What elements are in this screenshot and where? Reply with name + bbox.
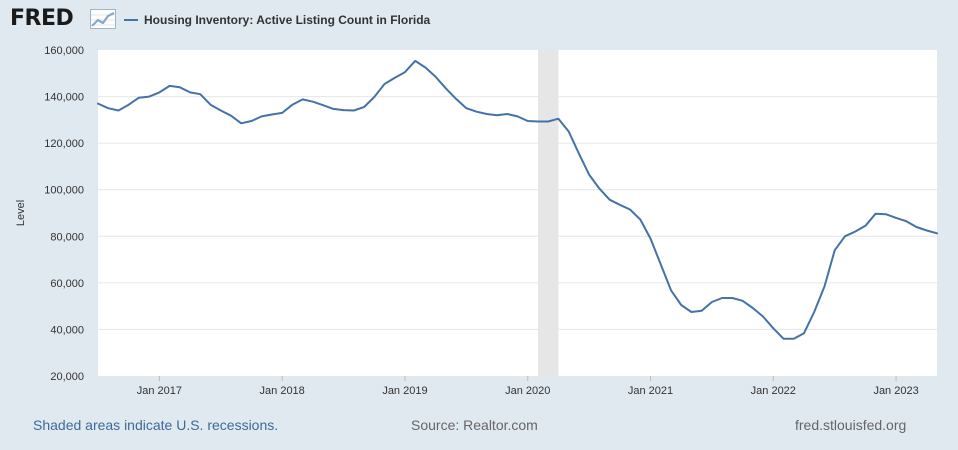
x-tick-label: Jan 2019 <box>382 385 427 397</box>
series-line <box>97 59 938 340</box>
legend[interactable]: Housing Inventory: Active Listing Count … <box>124 11 430 29</box>
y-axis-ticks: 20,000 40,000 60,000 80,000 100,000 120,000 14… <box>44 45 84 383</box>
x-axis-ticks: Jan 2017 Jan 2018 Jan 2019 Jan 2020 Jan 2021… <box>137 376 919 397</box>
y-tick-label: 120,000 <box>44 138 84 150</box>
y-axis-label: Level <box>15 200 27 226</box>
x-tick-label: Jan 2020 <box>505 385 550 397</box>
x-tick-label: Jan 2022 <box>751 385 796 397</box>
y-tick-label: 80,000 <box>50 231 84 243</box>
legend-label: Housing Inventory: Active Listing Count … <box>144 13 431 27</box>
fred-url-link[interactable]: fred.stlouisfed.org <box>795 417 907 433</box>
x-tick-label: Jan 2017 <box>137 385 182 397</box>
plot-area <box>98 50 937 376</box>
gridlines <box>98 96 937 330</box>
y-tick-label: 20,000 <box>50 371 84 383</box>
recession-band <box>537 50 559 376</box>
y-tick-label: 60,000 <box>50 278 84 290</box>
x-tick-label: Jan 2023 <box>873 385 918 397</box>
legend-swatch <box>124 19 138 21</box>
data-series <box>97 59 938 340</box>
y-tick-label: 100,000 <box>44 185 84 197</box>
y-tick-label: 160,000 <box>44 45 84 57</box>
trend-graph-icon <box>90 9 116 29</box>
y-tick-label: 140,000 <box>44 92 84 104</box>
recession-note: Shaded areas indicate U.S. recessions. <box>33 417 279 433</box>
x-tick-label: Jan 2021 <box>628 385 673 397</box>
fred-logo[interactable]: FRED <box>10 6 74 31</box>
header: FRED Housing Inventory: Active Listing C… <box>0 0 958 40</box>
y-tick-label: 40,000 <box>50 324 84 336</box>
recession-shading <box>537 50 559 376</box>
x-tick-label: Jan 2018 <box>260 385 305 397</box>
source-note: Source: Realtor.com <box>411 417 538 433</box>
